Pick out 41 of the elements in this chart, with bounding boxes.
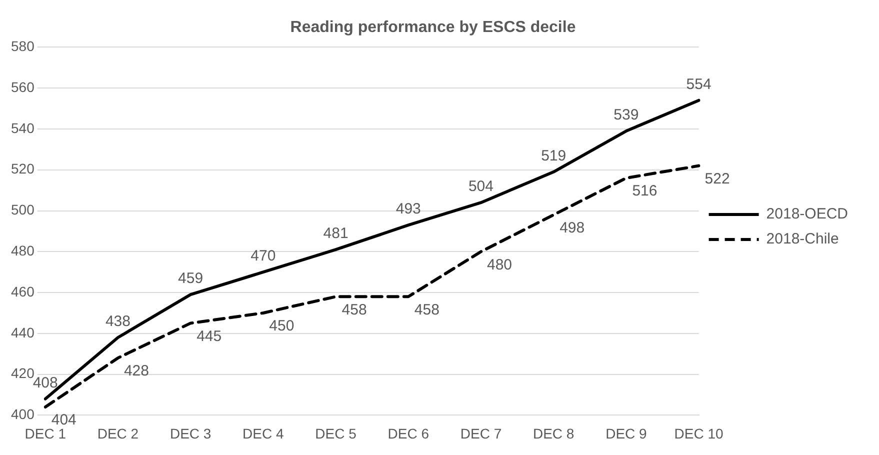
data-label: 470 xyxy=(250,248,276,265)
data-label: 554 xyxy=(686,76,712,93)
data-label: 450 xyxy=(269,318,294,335)
y-tick-label: 480 xyxy=(11,242,35,259)
x-tick-label: DEC 5 xyxy=(315,425,357,442)
data-label: 519 xyxy=(541,148,566,165)
x-tick-label: DEC 3 xyxy=(170,425,212,442)
y-tick-label: 420 xyxy=(11,365,35,382)
y-tick-label: 500 xyxy=(11,202,35,218)
data-label: 504 xyxy=(468,178,494,196)
y-tick-label: 460 xyxy=(11,283,35,300)
data-label: 498 xyxy=(560,219,585,236)
y-tick-label: 440 xyxy=(11,324,35,340)
x-tick-label: DEC 7 xyxy=(460,425,502,442)
x-tick-label: DEC 6 xyxy=(388,425,430,442)
x-tick-label: DEC 10 xyxy=(674,425,724,442)
data-label: 522 xyxy=(704,170,730,188)
data-label: 539 xyxy=(614,106,639,124)
data-label: 516 xyxy=(632,182,658,200)
data-label: 458 xyxy=(414,301,440,318)
x-tick-label: DEC 4 xyxy=(242,425,284,442)
data-label: 493 xyxy=(396,200,421,218)
data-label: 408 xyxy=(32,374,58,392)
legend-label: 2018-OECD xyxy=(766,206,848,223)
x-tick-label: DEC 2 xyxy=(97,425,139,442)
chart-title: Reading performance by ESCS decile xyxy=(290,19,576,36)
y-tick-label: 520 xyxy=(11,160,35,177)
legend-label: 2018-Chile xyxy=(766,230,839,248)
data-label: 459 xyxy=(178,270,204,288)
data-label: 458 xyxy=(342,301,367,318)
data-label: 445 xyxy=(196,328,222,345)
y-tick-label: 580 xyxy=(11,38,35,54)
data-label: 480 xyxy=(486,256,512,274)
y-tick-label: 400 xyxy=(11,406,35,422)
x-tick-label: DEC 9 xyxy=(606,425,648,442)
data-label: 428 xyxy=(124,362,149,380)
data-label: 438 xyxy=(105,313,130,330)
x-tick-label: DEC 8 xyxy=(532,425,574,442)
data-label: 481 xyxy=(323,225,348,242)
y-tick-label: 560 xyxy=(11,78,35,95)
y-tick-label: 540 xyxy=(11,120,35,136)
